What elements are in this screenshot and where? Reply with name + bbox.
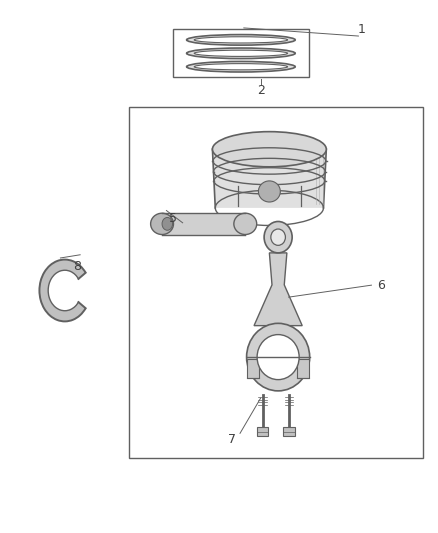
- Text: 5: 5: [169, 212, 177, 225]
- Ellipse shape: [194, 63, 288, 70]
- Ellipse shape: [258, 181, 280, 202]
- Polygon shape: [254, 253, 302, 326]
- Text: 7: 7: [228, 433, 236, 446]
- Text: 8: 8: [73, 260, 81, 273]
- Ellipse shape: [187, 48, 295, 59]
- Ellipse shape: [187, 61, 295, 72]
- Polygon shape: [39, 260, 86, 321]
- Polygon shape: [212, 132, 326, 208]
- Text: 1: 1: [357, 23, 365, 36]
- Ellipse shape: [264, 222, 292, 253]
- Bar: [257, 427, 268, 436]
- Ellipse shape: [234, 213, 257, 235]
- Bar: [283, 427, 295, 436]
- Text: 2: 2: [257, 84, 265, 97]
- Ellipse shape: [187, 35, 295, 45]
- Bar: [129, 107, 423, 458]
- Ellipse shape: [162, 217, 173, 230]
- Ellipse shape: [212, 132, 326, 167]
- Bar: [247, 359, 259, 378]
- Bar: [173, 29, 309, 77]
- Bar: [162, 213, 245, 235]
- Bar: [297, 359, 310, 378]
- Ellipse shape: [194, 37, 288, 43]
- Text: 6: 6: [377, 279, 385, 292]
- Ellipse shape: [247, 324, 310, 391]
- Ellipse shape: [271, 229, 286, 245]
- Ellipse shape: [151, 213, 173, 235]
- Ellipse shape: [257, 335, 299, 379]
- Ellipse shape: [194, 50, 288, 56]
